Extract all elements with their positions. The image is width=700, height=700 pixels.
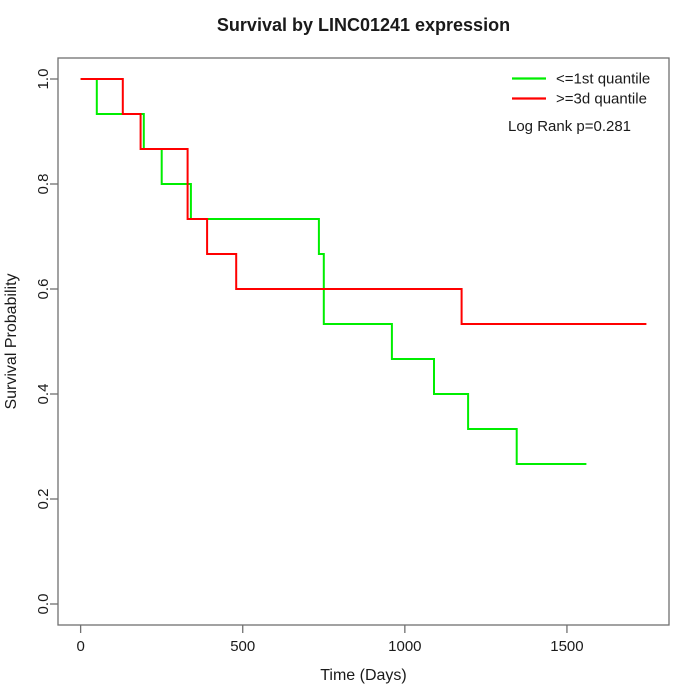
log-rank-annotation: Log Rank p=0.281	[508, 118, 631, 135]
y-axis-ticks: 0.0 0.2 0.4 0.6 0.8 1.0	[35, 69, 58, 615]
legend-label-3d-quantile: >=3d quantile	[556, 91, 647, 108]
x-axis-title: Time (Days)	[320, 667, 407, 684]
plot-frame	[57, 57, 670, 626]
y-tick-label: 0.8	[35, 174, 52, 195]
x-axis-ticks: 0 500 1000 1500	[76, 625, 584, 655]
x-tick-label: 500	[230, 638, 255, 655]
survival-curve-1st-quantile	[80, 78, 587, 465]
y-tick-label: 0.4	[35, 384, 52, 405]
survival-curves	[80, 78, 647, 465]
x-tick-label: 1500	[550, 638, 583, 655]
y-axis-title: Survival Probability	[3, 273, 20, 409]
legend: <=1st quantile >=3d quantile Log Rank p=…	[508, 71, 650, 136]
y-tick-label: 0.6	[35, 279, 52, 300]
y-tick-label: 0.2	[35, 489, 52, 510]
chart-title: Survival by LINC01241 expression	[217, 15, 510, 35]
x-tick-label: 0	[76, 638, 84, 655]
y-tick-label: 1.0	[35, 69, 52, 90]
legend-label-1st-quantile: <=1st quantile	[556, 71, 650, 88]
survival-curve-3d-quantile	[80, 78, 647, 325]
x-tick-label: 1000	[388, 638, 421, 655]
y-tick-label: 0.0	[35, 594, 52, 615]
